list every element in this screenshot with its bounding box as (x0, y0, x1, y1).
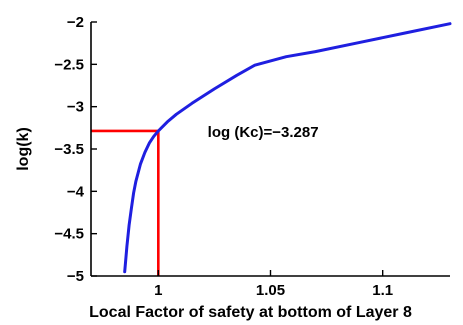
y-axis-title: log(k) (15, 127, 32, 171)
x-tick-label: 1 (154, 282, 162, 299)
ticks: −2 −2.5 −3 −3.5 −4 −4.5 −5 1 1.05 1.1 (54, 14, 393, 299)
plot-area (91, 22, 452, 276)
x-axis-title: Local Factor of safety at bottom of Laye… (89, 304, 412, 321)
y-tick-label: −4 (67, 183, 85, 200)
y-tick-label: −2.5 (54, 56, 84, 73)
y-tick-label: −5 (67, 268, 84, 285)
data-series-line (123, 22, 452, 274)
annotation-label: log (Kc)=−3.287 (208, 124, 319, 141)
y-tick-label: −2 (67, 14, 84, 31)
x-tick-label: 1.1 (372, 282, 393, 299)
y-tick-label: −4.5 (54, 226, 84, 243)
y-tick-label: −3.5 (54, 141, 84, 158)
x-tick-label: 1.05 (256, 282, 285, 299)
y-tick-label: −3 (67, 99, 84, 116)
